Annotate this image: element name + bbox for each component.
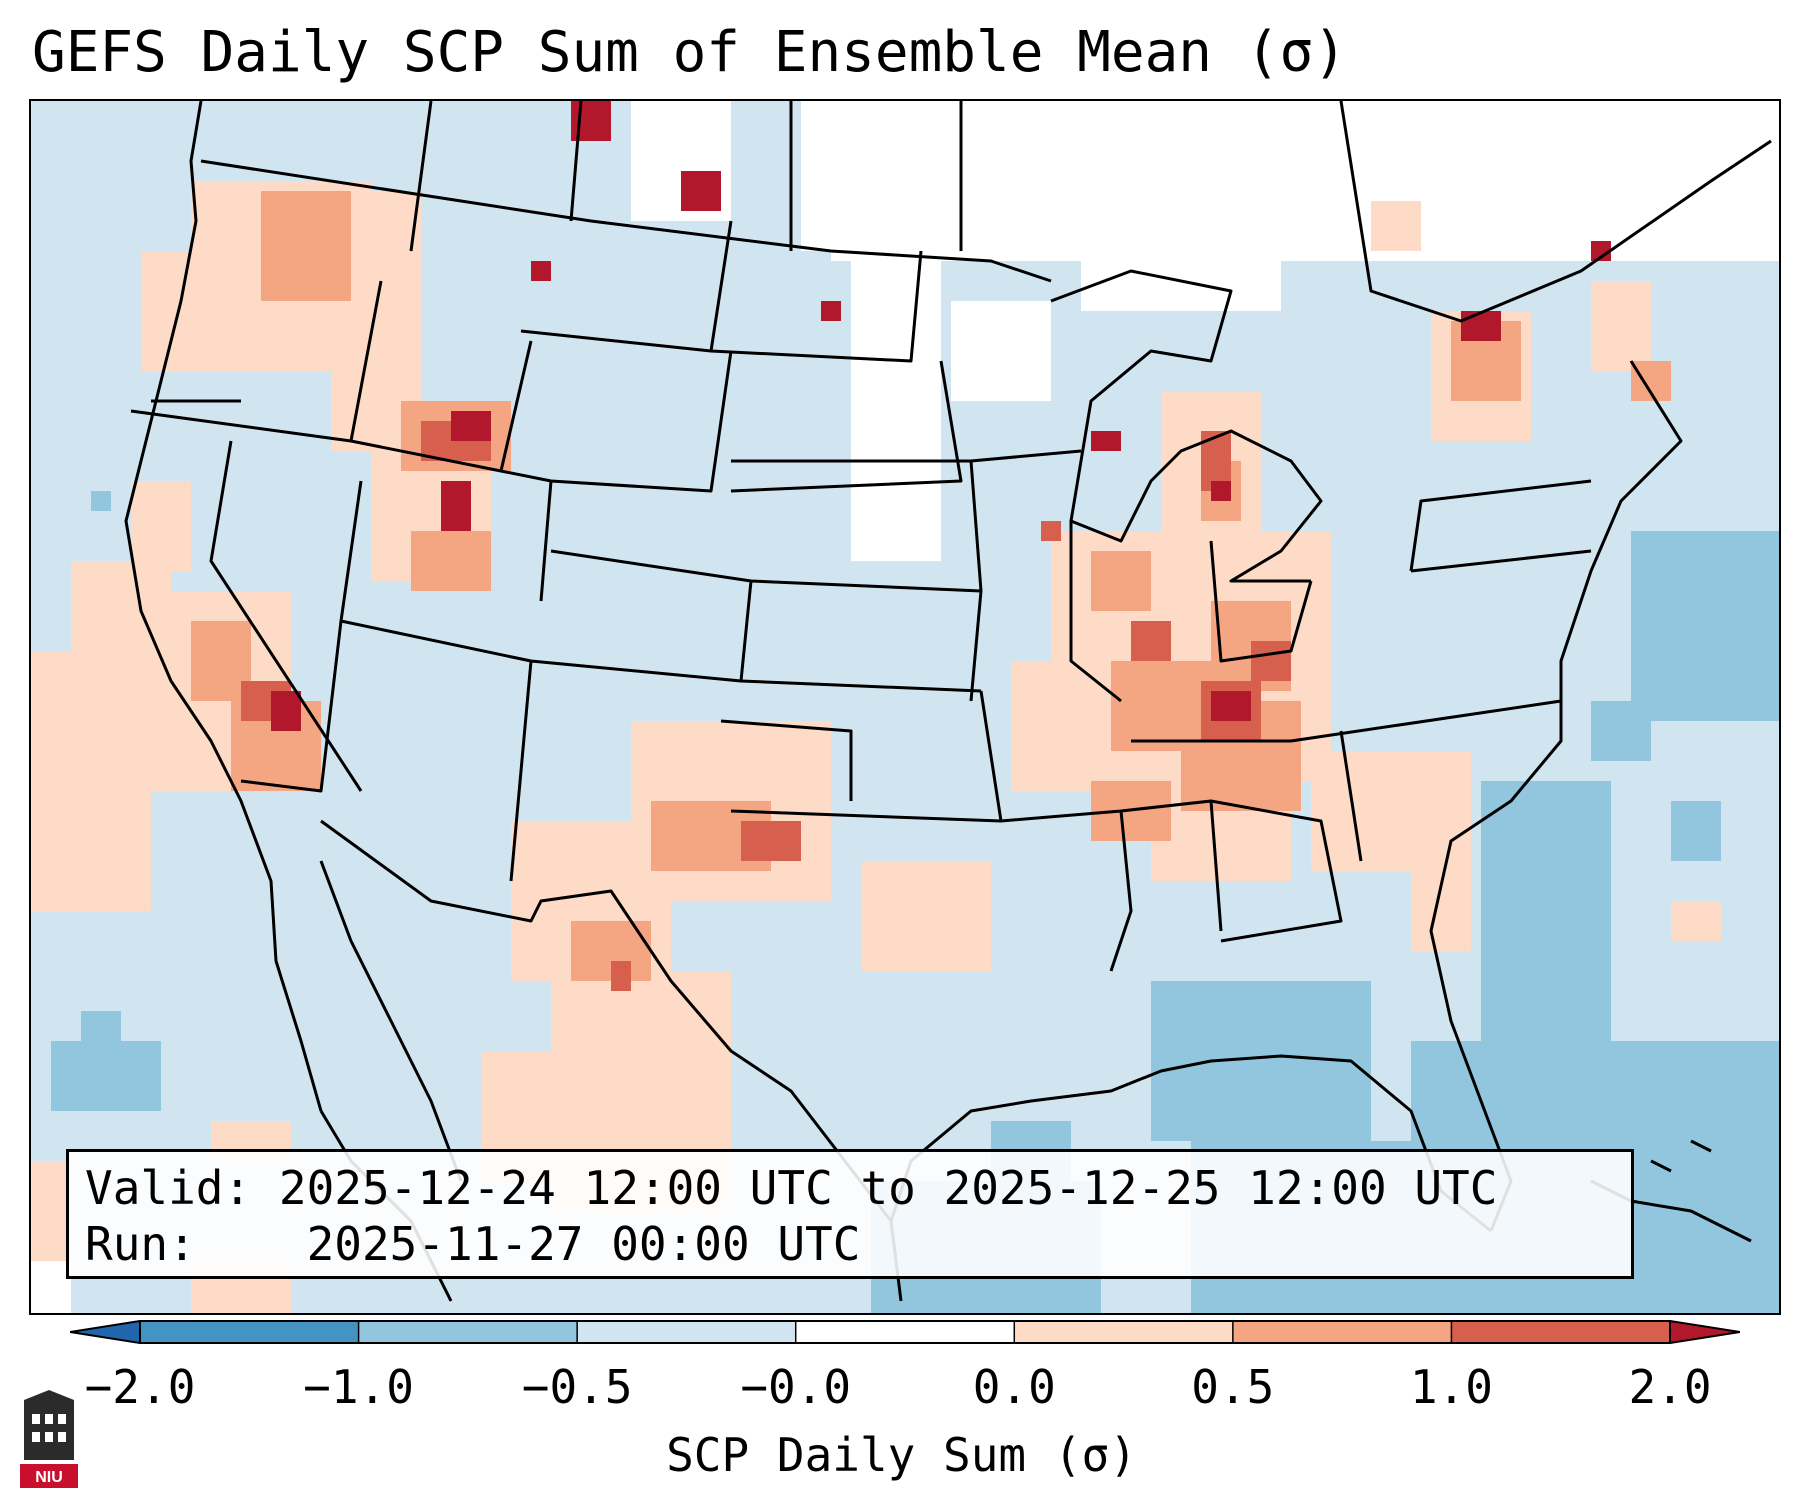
colorbar-segment — [795, 1321, 1015, 1343]
colorbar-segment — [577, 1321, 797, 1343]
colorbar-tick-label: 0.5 — [1191, 1360, 1275, 1414]
us-mexico-border — [320, 819, 893, 1222]
colorbar — [70, 1320, 1740, 1344]
map-svg — [31, 101, 1779, 1313]
colorbar-tick-label: 0.0 — [972, 1360, 1056, 1414]
run-label: Run: — [85, 1217, 196, 1271]
valid-value: 2025-12-24 12:00 UTC to 2025-12-25 12:00… — [278, 1161, 1498, 1215]
run-value: 2025-11-27 00:00 UTC — [306, 1217, 861, 1271]
colorbar-segment-extend-high — [1670, 1321, 1740, 1343]
valid-label: Valid: — [85, 1161, 252, 1215]
colorbar-tick-label: −0.5 — [521, 1360, 633, 1414]
baja-coastline — [319, 860, 463, 1182]
colorbar-segment — [1451, 1321, 1671, 1343]
atlantic-coastline — [1429, 360, 1683, 1232]
positive-dark-patches — [271, 101, 1611, 731]
logo-badge — [20, 1464, 78, 1488]
colorbar-segment — [358, 1321, 578, 1343]
map-panel — [29, 99, 1781, 1315]
logo-text: NIU — [35, 1469, 63, 1486]
great-lakes — [1050, 269, 1323, 583]
pacific-coastline — [124, 101, 323, 1112]
us-canada-border — [200, 159, 1052, 283]
valid-row: Valid: 2025-12-24 12:00 UTC to 2025-12-2… — [85, 1160, 1615, 1216]
colorbar-segment — [140, 1321, 360, 1343]
niu-logo: NIU — [20, 1390, 78, 1488]
colorbar-tick-label: 1.0 — [1409, 1360, 1493, 1414]
colorbar-tick-label: −2.0 — [84, 1360, 196, 1414]
colorbar-right-extend-outline — [1669, 1320, 1740, 1344]
run-row: Run: 2025-11-27 00:00 UTC — [85, 1216, 1615, 1272]
colorbar-label: SCP Daily Sum (σ) — [666, 1428, 1137, 1482]
neutral-patches — [31, 101, 1779, 1313]
colorbar-left-extend-outline — [70, 1320, 141, 1344]
colorbar-segment — [1014, 1321, 1234, 1343]
valid-info-box: Valid: 2025-12-24 12:00 UTC to 2025-12-2… — [66, 1149, 1634, 1279]
logo-building — [24, 1400, 74, 1460]
colorbar-tick-label: −0.0 — [740, 1360, 852, 1414]
colorbar-tick-label: 2.0 — [1628, 1360, 1712, 1414]
positive-mid-patches — [191, 191, 1671, 981]
colorbar-segment-extend-low — [70, 1321, 140, 1343]
state-lines — [130, 220, 1592, 972]
canada-provinces — [409, 101, 1772, 323]
colorbar-tick-label: −1.0 — [303, 1360, 414, 1414]
colorbar-segment — [1232, 1321, 1452, 1343]
chart-title: GEFS Daily SCP Sum of Ensemble Mean (σ) — [32, 20, 1347, 85]
